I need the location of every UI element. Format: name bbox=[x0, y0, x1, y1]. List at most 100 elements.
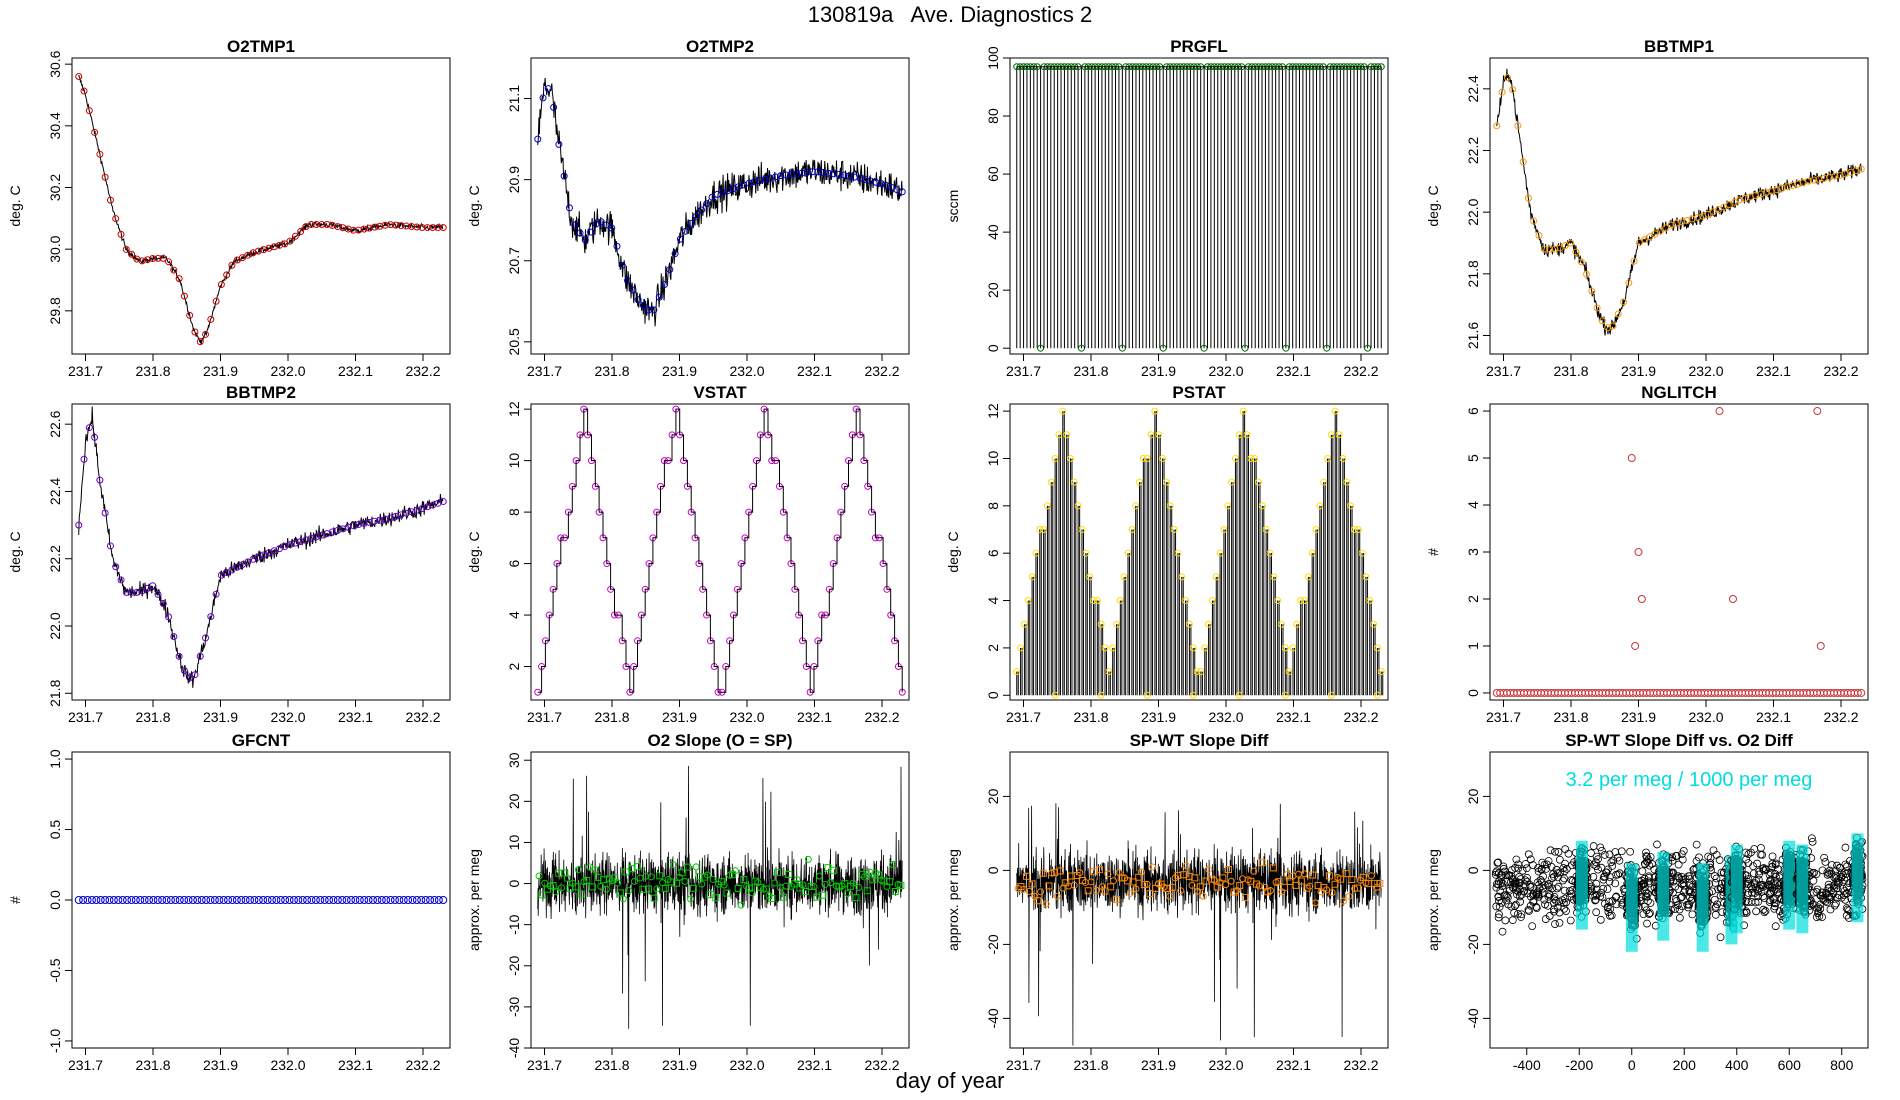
data-point bbox=[771, 879, 779, 887]
series-line bbox=[537, 765, 903, 1029]
data-point bbox=[1602, 868, 1611, 877]
data-point bbox=[855, 883, 863, 891]
data-point bbox=[349, 226, 357, 234]
x-tick-label: 800 bbox=[1830, 1057, 1854, 1073]
data-point bbox=[212, 590, 220, 598]
data-point bbox=[91, 433, 99, 441]
data-point bbox=[720, 881, 728, 889]
x-tick-label: 232.1 bbox=[797, 363, 832, 379]
data-point bbox=[1281, 644, 1289, 652]
data-point bbox=[1711, 879, 1720, 887]
data-point bbox=[810, 883, 818, 891]
y-tick-label: 1.0 bbox=[47, 749, 63, 769]
data-point bbox=[734, 885, 742, 893]
data-point bbox=[1231, 454, 1239, 462]
data-point bbox=[1833, 861, 1841, 870]
data-point bbox=[1494, 869, 1503, 878]
y-tick-label: 29.8 bbox=[47, 297, 63, 324]
data-point bbox=[1672, 897, 1681, 905]
data-point bbox=[1354, 526, 1362, 534]
data-point bbox=[1552, 897, 1560, 905]
data-point bbox=[650, 306, 658, 314]
y-tick-label: 22.0 bbox=[47, 612, 63, 639]
data-point bbox=[1543, 860, 1551, 869]
plot-frame bbox=[1489, 57, 1869, 355]
y-tick-label: -1.0 bbox=[47, 1029, 63, 1053]
data-point bbox=[1754, 892, 1762, 901]
y-tick-label: 1 bbox=[1465, 642, 1481, 650]
data-point bbox=[1367, 872, 1375, 880]
data-point bbox=[602, 221, 610, 229]
data-point bbox=[1804, 177, 1812, 185]
series-line bbox=[78, 74, 444, 345]
plot-area bbox=[75, 73, 447, 346]
data-point bbox=[1555, 918, 1564, 927]
data-point bbox=[1297, 877, 1305, 885]
data-point bbox=[647, 873, 655, 881]
data-point bbox=[1535, 231, 1543, 239]
data-point bbox=[1842, 911, 1851, 920]
data-point bbox=[123, 896, 132, 904]
data-point bbox=[785, 870, 793, 878]
data-point bbox=[1201, 644, 1209, 652]
data-point bbox=[1567, 239, 1575, 247]
data-point bbox=[1370, 620, 1378, 628]
cluster-fill bbox=[1851, 833, 1864, 923]
cluster-fill bbox=[1730, 844, 1743, 934]
data-point bbox=[1711, 910, 1720, 919]
data-point bbox=[1526, 855, 1535, 864]
plot-area bbox=[534, 77, 906, 327]
data-point bbox=[666, 266, 674, 274]
x-tick-label: 232.2 bbox=[864, 363, 899, 379]
data-point bbox=[1236, 882, 1244, 890]
x-tick-label: 231.9 bbox=[203, 1057, 238, 1073]
data-point bbox=[318, 221, 326, 228]
data-point bbox=[1823, 870, 1832, 879]
data-point bbox=[1759, 864, 1768, 872]
x-tick-label: 232.1 bbox=[338, 709, 373, 725]
data-point bbox=[673, 879, 681, 887]
x-tick-label: 232.2 bbox=[405, 363, 440, 379]
data-point bbox=[550, 103, 558, 111]
data-point bbox=[1818, 866, 1827, 875]
data-point bbox=[1168, 883, 1176, 891]
data-point bbox=[1495, 910, 1503, 919]
data-point bbox=[1620, 298, 1628, 306]
data-point bbox=[1827, 861, 1836, 869]
x-tick-label: 232.2 bbox=[1823, 363, 1858, 379]
data-point bbox=[1515, 892, 1524, 901]
data-point bbox=[149, 582, 157, 590]
data-point bbox=[1688, 910, 1697, 919]
y-axis-label: deg. C bbox=[466, 531, 482, 572]
data-point bbox=[670, 861, 678, 869]
data-point bbox=[1641, 860, 1650, 869]
chart-title: O2TMP2 bbox=[686, 37, 754, 56]
data-point bbox=[114, 896, 123, 904]
y-tick-label: 2 bbox=[506, 662, 522, 670]
data-point bbox=[814, 168, 822, 176]
data-point bbox=[1104, 870, 1112, 878]
data-point bbox=[85, 424, 93, 432]
data-point bbox=[286, 237, 294, 245]
y-tick-label: 22.4 bbox=[47, 478, 63, 505]
data-point bbox=[1521, 882, 1530, 891]
y-tick-label: 0 bbox=[985, 866, 1001, 874]
data-point bbox=[224, 896, 233, 904]
data-point bbox=[180, 896, 189, 904]
data-point bbox=[1834, 891, 1843, 900]
data-point bbox=[1841, 843, 1850, 852]
x-tick-label: 232.2 bbox=[864, 1057, 899, 1073]
chart-bbtmp2: BBTMP2 231.7 231.8 231.9 232.0 232.1 232.2 21.8… bbox=[7, 383, 451, 725]
x-tick-label: 231.7 bbox=[68, 1057, 103, 1073]
data-point bbox=[1561, 894, 1570, 903]
data-point bbox=[250, 896, 259, 904]
data-point bbox=[1600, 851, 1609, 859]
data-point bbox=[1339, 454, 1347, 462]
data-point bbox=[684, 863, 692, 871]
data-point bbox=[1155, 431, 1163, 439]
data-point bbox=[197, 896, 206, 904]
data-point bbox=[170, 266, 178, 274]
data-point bbox=[207, 315, 215, 323]
data-point bbox=[159, 600, 167, 608]
data-point bbox=[1551, 847, 1559, 856]
